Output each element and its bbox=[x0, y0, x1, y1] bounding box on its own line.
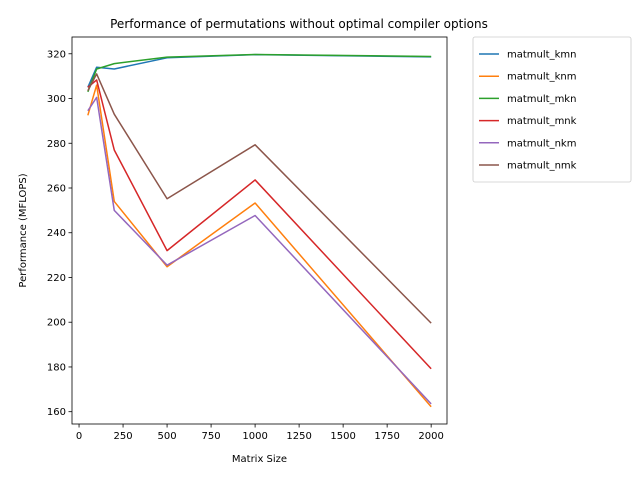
x-tick-label: 250 bbox=[114, 431, 133, 442]
legend-label-matmult_mkn: matmult_mkn bbox=[507, 94, 576, 105]
y-tick-label: 280 bbox=[47, 139, 66, 150]
legend: matmult_kmn matmult_knm matmult_mknmatmult… bbox=[472, 36, 632, 183]
x-tick-label: 750 bbox=[202, 431, 221, 442]
series-line-matmult_knm bbox=[87, 84, 432, 408]
y-axis-ticks: 160 180 200 220 240 260 280 300 320 bbox=[47, 49, 72, 418]
legend-label-matmult_kmn: matmult_kmn bbox=[507, 50, 576, 61]
y-tick-label: 240 bbox=[47, 228, 66, 239]
plot-lines bbox=[87, 53, 432, 408]
y-tick-label: 180 bbox=[47, 362, 66, 373]
chart-title: Performance of permutations without opti… bbox=[110, 17, 488, 31]
y-tick-label: 260 bbox=[47, 183, 66, 194]
y-axis-label: Performance (MFLOPS) bbox=[18, 173, 29, 287]
legend-label-matmult_mnk: matmult_mnk bbox=[507, 116, 577, 127]
x-tick-label: 1750 bbox=[374, 431, 399, 442]
legend-label-matmult_nkm: matmult_nkm bbox=[507, 138, 576, 149]
series-line-matmult_nkm bbox=[87, 96, 432, 405]
x-tick-label: 1500 bbox=[330, 431, 355, 442]
y-tick-label: 320 bbox=[47, 49, 66, 60]
x-tick-label: 0 bbox=[76, 431, 82, 442]
legend-label-matmult_nmk: matmult_nmk bbox=[507, 161, 577, 172]
x-tick-label: 1000 bbox=[242, 431, 267, 442]
y-tick-label: 220 bbox=[47, 273, 66, 284]
x-tick-label: 500 bbox=[158, 431, 177, 442]
series-line-matmult_kmn bbox=[87, 53, 432, 88]
legend-box bbox=[472, 36, 632, 183]
series-line-matmult_mkn bbox=[87, 53, 432, 93]
series-line-matmult_nmk bbox=[87, 73, 432, 324]
series-line-matmult_mnk bbox=[87, 79, 432, 370]
y-tick-label: 300 bbox=[47, 94, 66, 105]
y-tick-label: 160 bbox=[47, 407, 66, 418]
x-axis-ticks: 0 250 500 750 1000 1250 1500 1750 2000 bbox=[76, 424, 444, 442]
plot-area-frame bbox=[71, 36, 448, 425]
x-axis-label: Matrix Size bbox=[232, 454, 287, 465]
x-tick-label: 2000 bbox=[418, 431, 443, 442]
x-tick-label: 1250 bbox=[286, 431, 311, 442]
legend-label-matmult_knm: matmult_knm bbox=[507, 72, 576, 83]
y-tick-label: 200 bbox=[47, 318, 66, 329]
